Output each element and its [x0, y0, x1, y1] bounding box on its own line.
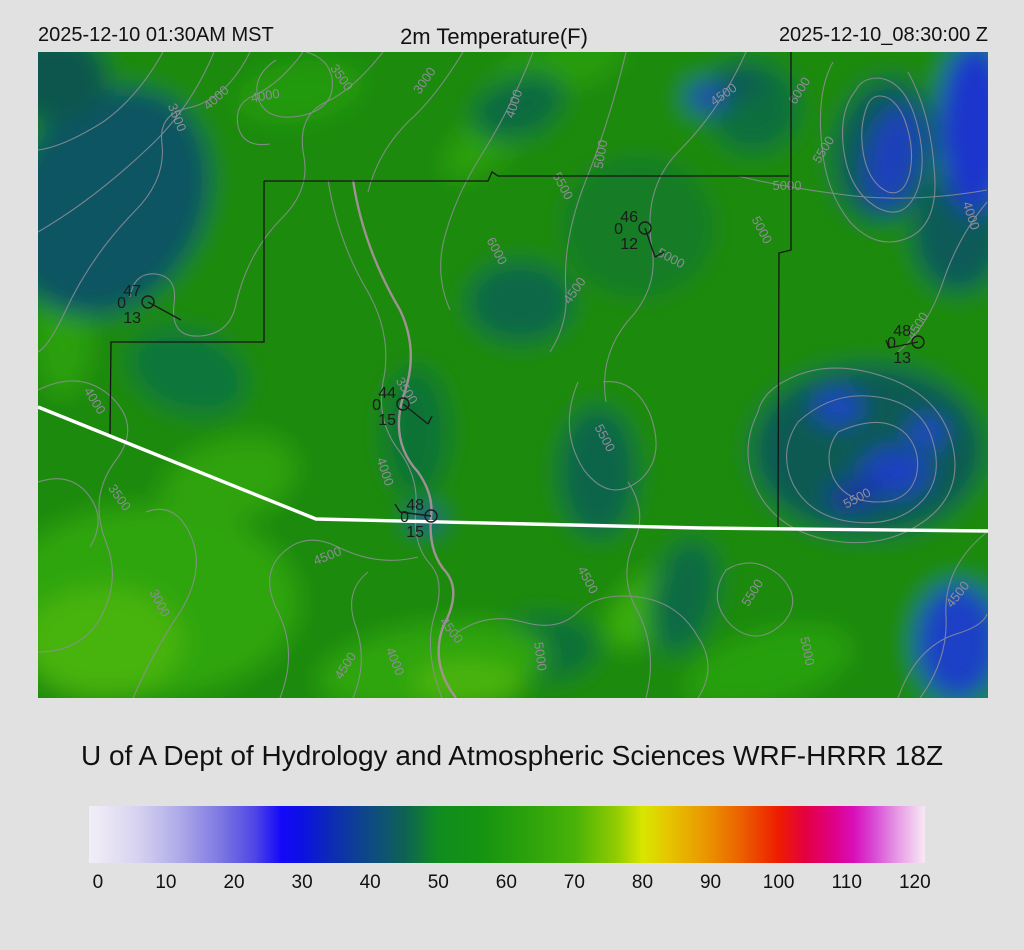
- contour-label: 5000: [591, 139, 611, 170]
- station-dewpoint: 15: [406, 524, 424, 541]
- colorbar-tick: 60: [495, 872, 517, 893]
- wind-barb: [888, 341, 919, 349]
- page-title: 2m Temperature(F): [400, 24, 588, 49]
- colorbar-tick: 110: [831, 872, 862, 893]
- colorbar-tick: 100: [762, 872, 795, 893]
- wind-barb-tick: [427, 415, 433, 425]
- station-aux-value: 0: [117, 295, 126, 312]
- station-temperature: 47: [123, 283, 141, 300]
- station-circle: [396, 397, 410, 411]
- colorbar-tick: 120: [898, 872, 931, 893]
- station-circle: [638, 221, 652, 235]
- colorbar-tick: 0: [92, 872, 104, 893]
- canyon-contour-line: [351, 179, 457, 698]
- contour-label: 4000: [250, 86, 281, 106]
- station-temperature: 48: [893, 323, 911, 340]
- weather-map: 3500 4000 4000 3500 3000 4000 5000 6000 4500 6000…: [38, 52, 988, 698]
- station-aux-value: 0: [887, 335, 896, 352]
- contour-label: 5000: [797, 635, 818, 666]
- station-circle: [911, 335, 925, 349]
- caption: U of A Dept of Hydrology and Atmospheric…: [80, 740, 944, 771]
- wind-barb-tick: [885, 339, 890, 349]
- temperature-colorbar: [89, 806, 925, 863]
- colorbar-tick: 40: [359, 872, 381, 893]
- wind-barb: [644, 227, 656, 258]
- station-dewpoint: 13: [123, 310, 141, 327]
- elevation-contour-lines: [38, 52, 988, 698]
- station-temperature: 48: [406, 497, 424, 514]
- station-aux-value: 0: [372, 397, 381, 414]
- temperature-field: [38, 52, 988, 698]
- station-temperature: 44: [378, 385, 396, 402]
- colorbar-tick: 10: [155, 872, 177, 893]
- station-aux-value: 0: [400, 509, 409, 526]
- station-dewpoint: 13: [893, 350, 911, 367]
- white-boundary-line: [38, 405, 988, 533]
- wind-barb-tick: [394, 503, 401, 513]
- contour-label: 5000: [531, 641, 550, 672]
- colorbar-tick: 80: [631, 872, 654, 893]
- header-right-timestamp: 2025-12-10_08:30:00 Z: [778, 24, 988, 46]
- station-aux-value: 0: [614, 221, 623, 238]
- county-boundary-lines: [109, 52, 792, 528]
- station-dewpoint: 12: [620, 236, 638, 253]
- colorbar-tick: 90: [699, 872, 722, 893]
- station-temperature: 46: [620, 209, 638, 226]
- colorbar-tick-labels: 0 10 20 30 40 50 60 70 80 90 100 110 120: [89, 872, 931, 898]
- station-circle: [141, 295, 155, 309]
- station-dewpoint: 15: [378, 412, 396, 429]
- header-left-timestamp: 2025-12-10 01:30AM MST: [38, 24, 274, 46]
- wind-barb-tick: [654, 251, 665, 258]
- colorbar-tick: 30: [291, 872, 313, 893]
- station-circle: [424, 509, 438, 523]
- colorbar-tick: 50: [427, 872, 449, 893]
- contour-label: 5000: [773, 178, 802, 193]
- wind-barb: [399, 511, 432, 517]
- colorbar-tick: 20: [223, 872, 245, 893]
- colorbar-tick: 70: [563, 872, 585, 893]
